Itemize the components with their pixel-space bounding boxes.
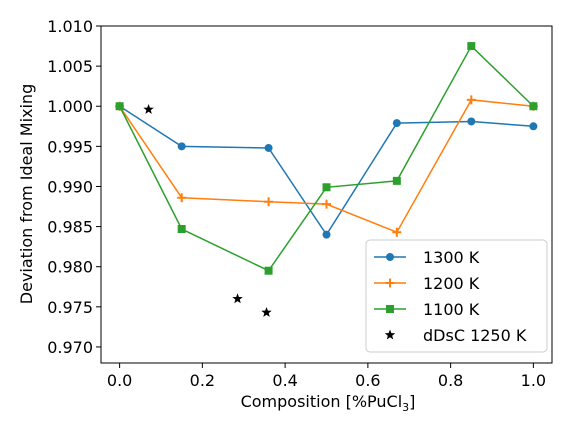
data-point-1100-k (177, 225, 186, 234)
x-axis-label-main: Composition [%PuCl (241, 392, 403, 411)
plot-frame (100, 25, 553, 364)
data-point-1300-k (177, 142, 186, 151)
data-point-ddsc-1250-k (143, 103, 154, 114)
data-point-1100-k (322, 183, 331, 192)
legend-marker-1100-k (386, 305, 394, 313)
legend: 1300 K 1200 K 1100 K dDsC 1250 K (365, 239, 548, 353)
legend-label-1300-k: 1300 K (423, 248, 480, 267)
data-point-1100-k (467, 42, 476, 51)
y-tick-label: 0.990 (47, 177, 93, 196)
data-point-1200-k (264, 197, 274, 207)
x-tick-label: 1.0 (521, 371, 546, 390)
x-tick-label: 0.8 (438, 371, 463, 390)
data-point-ddsc-1250-k (232, 293, 243, 304)
x-axis-label-suffix: ] (409, 392, 415, 411)
data-point-1100-k (529, 102, 538, 111)
data-point-1200-k (392, 227, 402, 237)
x-tick-label: 0.0 (107, 371, 132, 390)
x-tick-label: 0.2 (190, 371, 215, 390)
legend-marker-1200-k (385, 278, 395, 288)
data-point-1300-k (529, 122, 538, 131)
y-tick-label: 1.000 (47, 97, 93, 116)
plot-marks (115, 42, 538, 317)
data-point-1300-k (392, 119, 401, 128)
data-point-1100-k (115, 102, 124, 111)
axes: 0.0 0.2 0.4 0.6 0.8 1.0 0.970 0.975 0.980 0.985 0.… (47, 17, 553, 390)
legend-box (365, 239, 548, 353)
data-point-1300-k (322, 230, 331, 239)
legend-label-1200-k: 1200 K (423, 274, 480, 293)
y-tick-label: 0.975 (47, 298, 93, 317)
legend-label-1100-k: 1100 K (423, 300, 480, 319)
data-point-1100-k (264, 266, 273, 275)
x-axis-label: Composition [%PuCl3] (241, 392, 416, 414)
y-tick-label: 0.980 (47, 258, 93, 277)
y-axis-label: Deviation from Ideal Mixing (17, 84, 36, 304)
data-point-ddsc-1250-k (261, 306, 272, 317)
y-tick-label: 1.010 (47, 17, 93, 36)
x-tick-label: 0.4 (272, 371, 297, 390)
data-point-1200-k (322, 199, 331, 209)
x-tick-label: 0.6 (355, 371, 380, 390)
legend-label-ddsc-1250-k: dDsC 1250 K (423, 326, 527, 345)
y-tick-label: 0.970 (47, 338, 93, 357)
data-point-1200-k (177, 193, 187, 203)
x-axis-label-subscript: 3 (402, 401, 409, 414)
data-point-1200-k (466, 95, 476, 105)
series-line-1300-k (119, 105, 534, 236)
y-tick-label: 0.985 (47, 218, 93, 237)
data-point-1300-k (264, 143, 273, 152)
legend-marker-ddsc-1250-k (384, 329, 396, 340)
y-tick-label: 1.005 (47, 57, 93, 76)
data-point-1100-k (392, 176, 401, 185)
data-point-1300-k (467, 117, 476, 126)
y-tick-label: 0.995 (47, 137, 93, 156)
legend-marker-1300-k (386, 253, 394, 261)
